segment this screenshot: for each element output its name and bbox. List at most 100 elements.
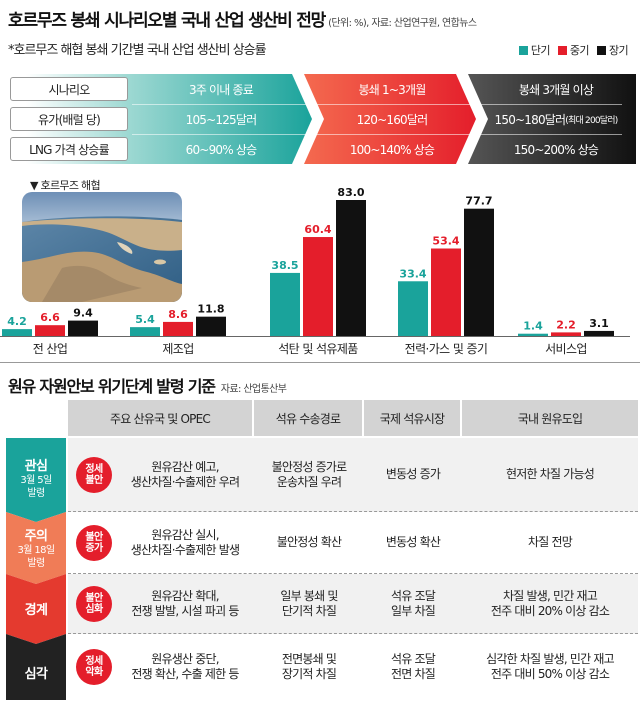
badge-line2: 증가 bbox=[85, 542, 103, 554]
hormuz-strait-photo bbox=[22, 192, 182, 302]
cell-opec: 불안 증가 원유감산 실시, 생산차질·수출제한 발생 bbox=[68, 512, 254, 573]
cell-market: 변동성 확산 bbox=[385, 535, 441, 549]
cell-market: 석유 조달 전면 차질 bbox=[364, 634, 462, 700]
chart-subtitle: *호르무즈 해협 봉쇄 기간별 국내 산업 생산비 상승률 bbox=[8, 43, 267, 58]
section2-source: 자료: 산업통산부 bbox=[220, 384, 287, 395]
bar-4-0 bbox=[518, 333, 548, 336]
unit-source: (단위: %), 자료: 산업연구원, 연합뉴스 bbox=[328, 18, 477, 29]
cell-text-line1: 불안정성 증가로 bbox=[271, 459, 347, 474]
legend-label-short: 단기 bbox=[530, 44, 551, 57]
bar-value-label: 9.4 bbox=[73, 307, 93, 320]
long-lng: 150~200% 상승 bbox=[513, 142, 599, 157]
crisis-table: 주요 산유국 및 OPEC 석유 수송경로 국제 석유시장 국내 원유도입 관심… bbox=[6, 400, 638, 700]
legend-item-long: 장기 bbox=[596, 42, 629, 58]
bar-value-label: 6.6 bbox=[40, 311, 60, 324]
level-date-line1: 3월 5일 bbox=[20, 474, 52, 486]
badge-line1: 정세 bbox=[85, 463, 103, 475]
bar-2-1 bbox=[303, 237, 333, 336]
badge-line1: 불안 bbox=[85, 531, 103, 543]
level-date-line2: 발령 bbox=[27, 557, 45, 569]
bar-value-label: 3.1 bbox=[589, 317, 609, 330]
long-scenario: 봉쇄 3개월 이상 bbox=[518, 82, 594, 97]
category-strip bbox=[122, 336, 244, 360]
legend-item-mid: 중기 bbox=[557, 42, 590, 58]
badge-line1: 정세 bbox=[85, 656, 103, 667]
cell-market: 변동성 증가 bbox=[385, 467, 441, 481]
cell-import: 현저한 차질 가능성 bbox=[506, 467, 595, 481]
level-shape-severe bbox=[6, 634, 66, 700]
category-label: 전 산업 bbox=[33, 342, 68, 356]
satellite-image-icon bbox=[22, 192, 182, 302]
cell-route: 일부 봉쇄 및 단기적 차질 bbox=[254, 574, 364, 633]
scenario-separator-1 bbox=[132, 104, 622, 105]
cell-route: 전면봉쇄 및 장기적 차질 bbox=[254, 634, 364, 700]
row-label-oil-price: 유가(배럴 당) bbox=[10, 107, 128, 131]
scenario-panel: 시나리오 유가(배럴 당) LNG 가격 상승률 3주 이내 종료 105~12… bbox=[6, 74, 636, 164]
bar-value-label: 4.2 bbox=[7, 315, 27, 328]
cell-text-line2: 단기적 차질 bbox=[281, 603, 337, 618]
mid-lng: 100~140% 상승 bbox=[349, 142, 435, 157]
long-oil-price-range: 150~180달러 bbox=[494, 112, 567, 127]
bar-value-label: 60.4 bbox=[304, 223, 331, 236]
cell-opec: 정세 불안 원유감산 예고, 생산차질·수출제한 우려 bbox=[68, 438, 254, 511]
bar-4-1 bbox=[551, 332, 581, 336]
legend-label-mid: 중기 bbox=[569, 44, 590, 57]
bar-value-label: 77.7 bbox=[465, 195, 492, 208]
cell-opec: 정세 악화 원유생산 중단, 전쟁 확산, 수출 제한 등 bbox=[68, 634, 254, 700]
category-label: 전력·가스 및 증기 bbox=[405, 342, 488, 356]
cell-text-line1: 원유감산 실시, bbox=[151, 527, 219, 542]
status-badge: 불안 증가 bbox=[76, 524, 112, 561]
bar-1-0 bbox=[130, 327, 160, 336]
category-strip bbox=[388, 336, 508, 360]
cell-import: 차질 전망 bbox=[528, 535, 573, 549]
cell-text-line2: 운송차질 우려 bbox=[276, 474, 342, 489]
cell-text-line2: 전주 대비 20% 이상 감소 bbox=[490, 603, 610, 618]
bar-0-1 bbox=[35, 325, 65, 336]
level-alert: 경계 bbox=[6, 580, 66, 636]
level-name: 심각 bbox=[24, 666, 48, 682]
title-row: 호르무즈 봉쇄 시나리오별 국내 산업 생산비 전망 (단위: %), 자료: 산… bbox=[8, 6, 638, 34]
bar-value-label: 8.6 bbox=[168, 308, 188, 321]
bar-1-1 bbox=[163, 321, 193, 336]
bar-value-label: 83.0 bbox=[337, 186, 364, 199]
bar-value-label: 5.4 bbox=[135, 313, 155, 326]
legend-swatch-short bbox=[518, 45, 528, 55]
cell-text-line2: 장기적 차질 bbox=[281, 667, 337, 681]
cell-text-line1: 차질 발생, 민간 재고 bbox=[503, 588, 598, 603]
long-oil-price-max: (최대 200달러) bbox=[565, 115, 618, 126]
badge-line2: 불안 bbox=[85, 474, 103, 486]
cell-text-line1: 전면봉쇄 및 bbox=[281, 652, 337, 666]
cell-text-line1: 일부 봉쇄 및 bbox=[280, 588, 338, 603]
status-badge: 정세 불안 bbox=[76, 456, 112, 493]
cell-text-line2: 일부 차질 bbox=[391, 603, 436, 618]
level-shape-alert bbox=[6, 574, 66, 644]
status-badge: 정세 악화 bbox=[76, 649, 112, 685]
status-badge: 불안 심화 bbox=[76, 585, 112, 622]
bar-chart: 4.2 6.6 9.4 전 산업 5.4 8.6 11.8 제조업 38.5 60.4 83.0 석탄… bbox=[0, 186, 630, 360]
arrow-long bbox=[468, 74, 636, 164]
category-strip bbox=[516, 336, 628, 360]
bar-0-0 bbox=[2, 329, 32, 336]
short-lng: 60~90% 상승 bbox=[185, 142, 258, 157]
bar-4-2 bbox=[584, 330, 614, 336]
cell-opec: 불안 심화 원유감산 확대, 전쟁 발발, 시설 파괴 등 bbox=[68, 574, 254, 633]
table-row-interest: 정세 불안 원유감산 예고, 생산차질·수출제한 우려 불안정성 증가로 운송차질 우… bbox=[68, 438, 638, 512]
section-divider bbox=[0, 362, 640, 363]
category-label: 제조업 bbox=[162, 342, 193, 356]
legend-label-long: 장기 bbox=[608, 44, 629, 57]
cell-text-line2: 생산차질·수출제한 발생 bbox=[130, 542, 240, 557]
level-shape-caution bbox=[6, 512, 66, 584]
category-label: 석탄 및 석유제품 bbox=[278, 342, 358, 356]
row-label-scenario: 시나리오 bbox=[10, 77, 128, 101]
section2-title: 원유 자원안보 위기단계 발령 기준 자료: 산업통산부 bbox=[8, 373, 287, 397]
cell-route: 불안정성 확산 bbox=[276, 535, 342, 549]
category-strip bbox=[262, 336, 380, 360]
bar-0-2 bbox=[68, 320, 98, 336]
legend-swatch-mid bbox=[557, 45, 567, 55]
bar-value-label: 53.4 bbox=[432, 235, 459, 248]
cell-text-line2: 전면 차질 bbox=[391, 667, 436, 681]
bar-3-0 bbox=[398, 281, 428, 336]
table-row-severe: 정세 악화 원유생산 중단, 전쟁 확산, 수출 제한 등 전면봉쇄 및 장기적 차질… bbox=[68, 634, 638, 700]
page-title: 호르무즈 봉쇄 시나리오별 국내 산업 생산비 전망 bbox=[8, 11, 326, 31]
cell-market: 석유 조달 일부 차질 bbox=[364, 574, 462, 633]
